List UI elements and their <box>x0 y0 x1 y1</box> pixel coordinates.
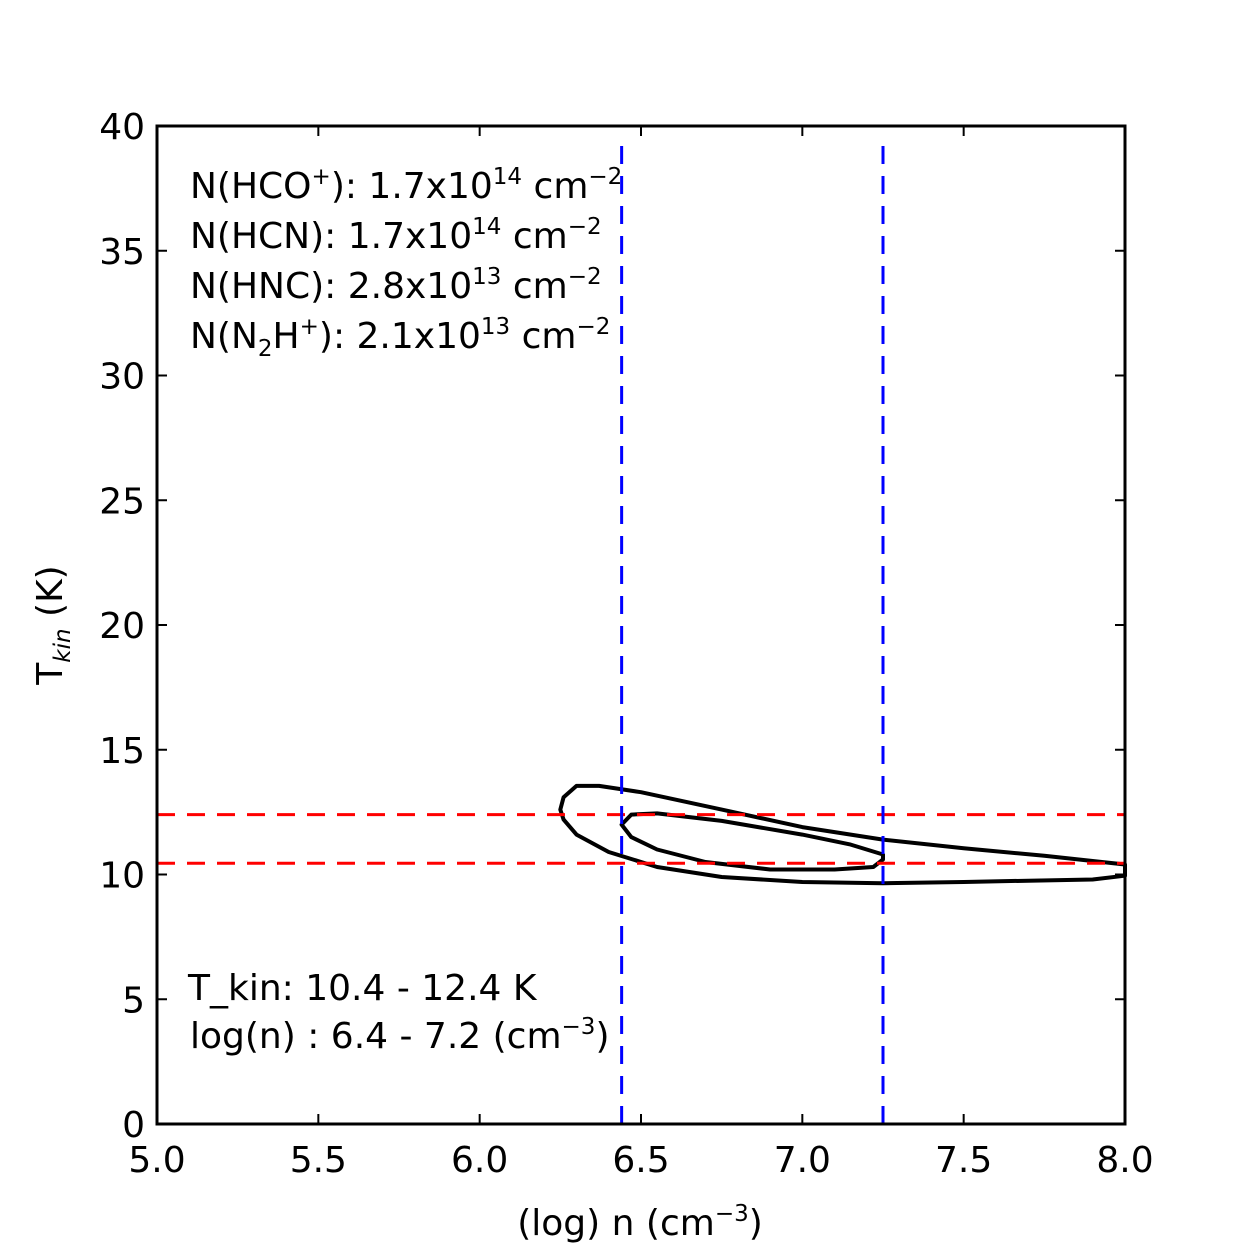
x-tick-label: 7.0 <box>774 1140 831 1181</box>
column-density-n2hp: N(N2H+): 2.1x1013 cm−2 <box>190 314 610 362</box>
y-tick-label: 25 <box>99 481 145 522</box>
result-tkin: T_kin: 10.4 - 12.4 K <box>187 968 538 1009</box>
contour-inner <box>619 811 885 872</box>
x-tick-label: 5.0 <box>128 1140 185 1181</box>
column-density-hcop: N(HCO+): 1.7x1014 cm−2 <box>190 164 622 207</box>
y-tick-label: 35 <box>99 232 145 273</box>
x-tick-label: 8.0 <box>1096 1140 1153 1181</box>
contour-outer <box>558 783 1127 886</box>
chart-marks <box>157 146 1127 1124</box>
y-tick-label: 20 <box>99 606 145 647</box>
plot-frame <box>155 124 1127 1126</box>
y-tick-label: 30 <box>99 357 145 398</box>
column-density-hnc: N(HNC): 2.8x1013 cm−2 <box>190 264 602 307</box>
y-tick-label: 15 <box>99 731 145 772</box>
x-axis-label: (log) n (cm−3) <box>517 1201 763 1244</box>
result-logn: log(n) : 6.4 - 7.2 (cm−3) <box>190 1014 609 1057</box>
y-tick-label: 10 <box>99 856 145 897</box>
y-axis-label: Tkin (K) <box>30 565 76 685</box>
x-tick-label: 6.5 <box>612 1140 669 1181</box>
x-tick-label: 5.5 <box>290 1140 347 1181</box>
y-tick-label: 5 <box>122 980 145 1021</box>
x-tick-label: 6.0 <box>451 1140 508 1181</box>
axis-ticks: 5.0 5.5 6.0 6.5 7.0 7.5 8.0 0 5 10 15 20 25 30 35 40 <box>99 107 1153 1181</box>
x-tick-label: 7.5 <box>935 1140 992 1181</box>
column-density-hcn: N(HCN): 1.7x1014 cm−2 <box>190 214 602 257</box>
y-tick-label: 0 <box>122 1105 145 1146</box>
y-tick-label: 40 <box>99 107 145 148</box>
